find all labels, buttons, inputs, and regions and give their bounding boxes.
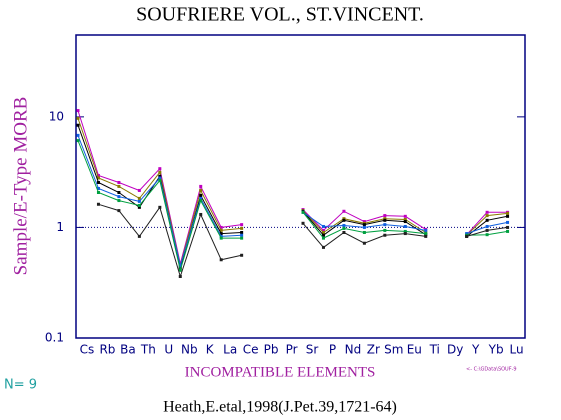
x-tick-label: Lu xyxy=(510,343,524,357)
data-point xyxy=(76,133,80,137)
data-point xyxy=(424,228,428,232)
x-tick-label: Yb xyxy=(488,343,504,357)
x-tick-label: Th xyxy=(140,343,156,357)
x-tick-label: P xyxy=(329,343,336,357)
x-tick-label: Sm xyxy=(384,343,403,357)
y-axis-label: Sample/E-Type MORB xyxy=(10,97,31,276)
data-point xyxy=(240,233,244,237)
x-tick-label: Zr xyxy=(367,343,380,357)
series-line xyxy=(77,135,508,268)
x-tick-label: Nd xyxy=(345,343,362,357)
data-point xyxy=(465,232,469,236)
x-tick-label: Rb xyxy=(99,343,115,357)
chart-title: SOUFRIERE VOL., ST.VINCENT. xyxy=(136,4,424,26)
y-tick-label: 0.1 xyxy=(45,331,64,345)
x-tick-label: Pb xyxy=(264,343,279,357)
data-point xyxy=(96,202,100,206)
plot-frame xyxy=(75,34,526,339)
x-axis-label: INCOMPATIBLE ELEMENTS xyxy=(185,364,376,380)
data-point xyxy=(240,236,244,240)
sample-count: N= 9 xyxy=(4,378,37,393)
series-line xyxy=(77,118,508,266)
series-line xyxy=(98,203,508,279)
x-tick-label: Nb xyxy=(181,343,198,357)
data-point xyxy=(76,109,80,113)
x-tick-label: Cs xyxy=(80,343,95,357)
x-tick-label: La xyxy=(223,343,237,357)
source: Heath,E.etal,1998(J.Pet.39,1721-64) xyxy=(163,399,397,416)
x-tick-label: Y xyxy=(471,343,480,357)
x-tick-label: Pr xyxy=(286,343,298,357)
data-point xyxy=(240,226,244,230)
data-point xyxy=(76,139,80,143)
data-point xyxy=(240,223,244,227)
data-point xyxy=(240,253,244,257)
x-tick-label: Eu xyxy=(407,343,422,357)
data-point xyxy=(424,234,428,238)
series-line xyxy=(77,125,508,269)
x-tick-label: Dy xyxy=(447,343,463,357)
y-tick-label: 1 xyxy=(56,220,64,234)
data-point xyxy=(465,234,469,238)
x-tick-label: Sr xyxy=(306,343,319,357)
x-tick-label: U xyxy=(164,343,173,357)
data-point xyxy=(240,230,244,234)
x-tick-label: Ba xyxy=(120,343,136,357)
x-tick-label: Ti xyxy=(429,343,440,357)
y-tick-label: 10 xyxy=(49,109,64,123)
x-tick-label: K xyxy=(206,343,215,357)
x-tick-label: Ce xyxy=(243,343,259,357)
series-line xyxy=(77,140,508,273)
series-line xyxy=(77,110,508,264)
data-point xyxy=(424,232,428,236)
file-note: <- C:\GData\SOUF-9 xyxy=(466,367,517,373)
